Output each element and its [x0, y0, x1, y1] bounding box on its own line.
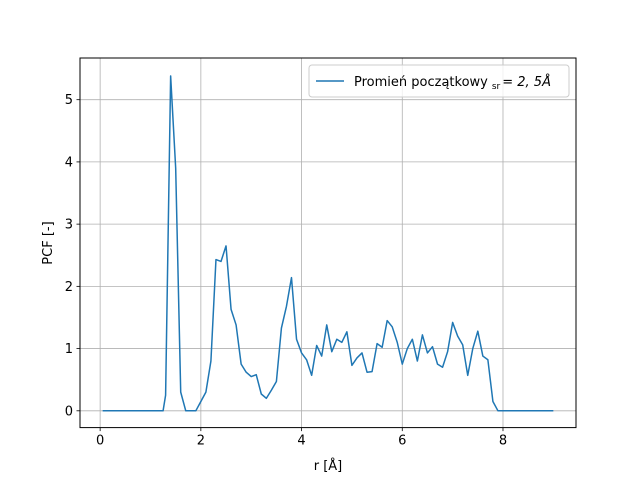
- x-axis-label: r [Å]: [314, 458, 343, 474]
- legend-label-suffix: = 2, 5Å: [502, 74, 551, 90]
- y-tick-label: 2: [65, 280, 73, 295]
- x-axis: 0 2 4 6 8: [96, 427, 507, 449]
- plot-area: [80, 58, 576, 428]
- legend-label-name: Promień początkowy: [354, 75, 488, 90]
- x-tick-label: 8: [499, 434, 507, 449]
- y-axis-label: PCF [-]: [41, 221, 56, 264]
- y-axis: 0 1 2 3 4 5: [65, 93, 80, 419]
- plot-frame: [79, 57, 577, 429]
- y-tick-label: 4: [65, 155, 73, 170]
- x-tick-label: 0: [96, 434, 104, 449]
- x-tick-label: 4: [297, 434, 305, 449]
- y-tick-label: 1: [65, 342, 73, 357]
- series-line: [102, 75, 554, 412]
- legend-label-subscript: sr: [492, 82, 501, 92]
- x-tick-label: 6: [398, 434, 406, 449]
- legend: Promień początkowy sr = 2, 5Å: [308, 64, 570, 98]
- x-tick-label: 2: [197, 434, 205, 449]
- legend-label: Promień początkowy sr = 2, 5Å: [354, 74, 551, 92]
- y-tick-label: 5: [65, 93, 73, 108]
- y-tick-label: 0: [65, 404, 73, 419]
- y-tick-label: 3: [65, 218, 73, 233]
- legend-box: [308, 64, 570, 98]
- series-group: [102, 75, 554, 412]
